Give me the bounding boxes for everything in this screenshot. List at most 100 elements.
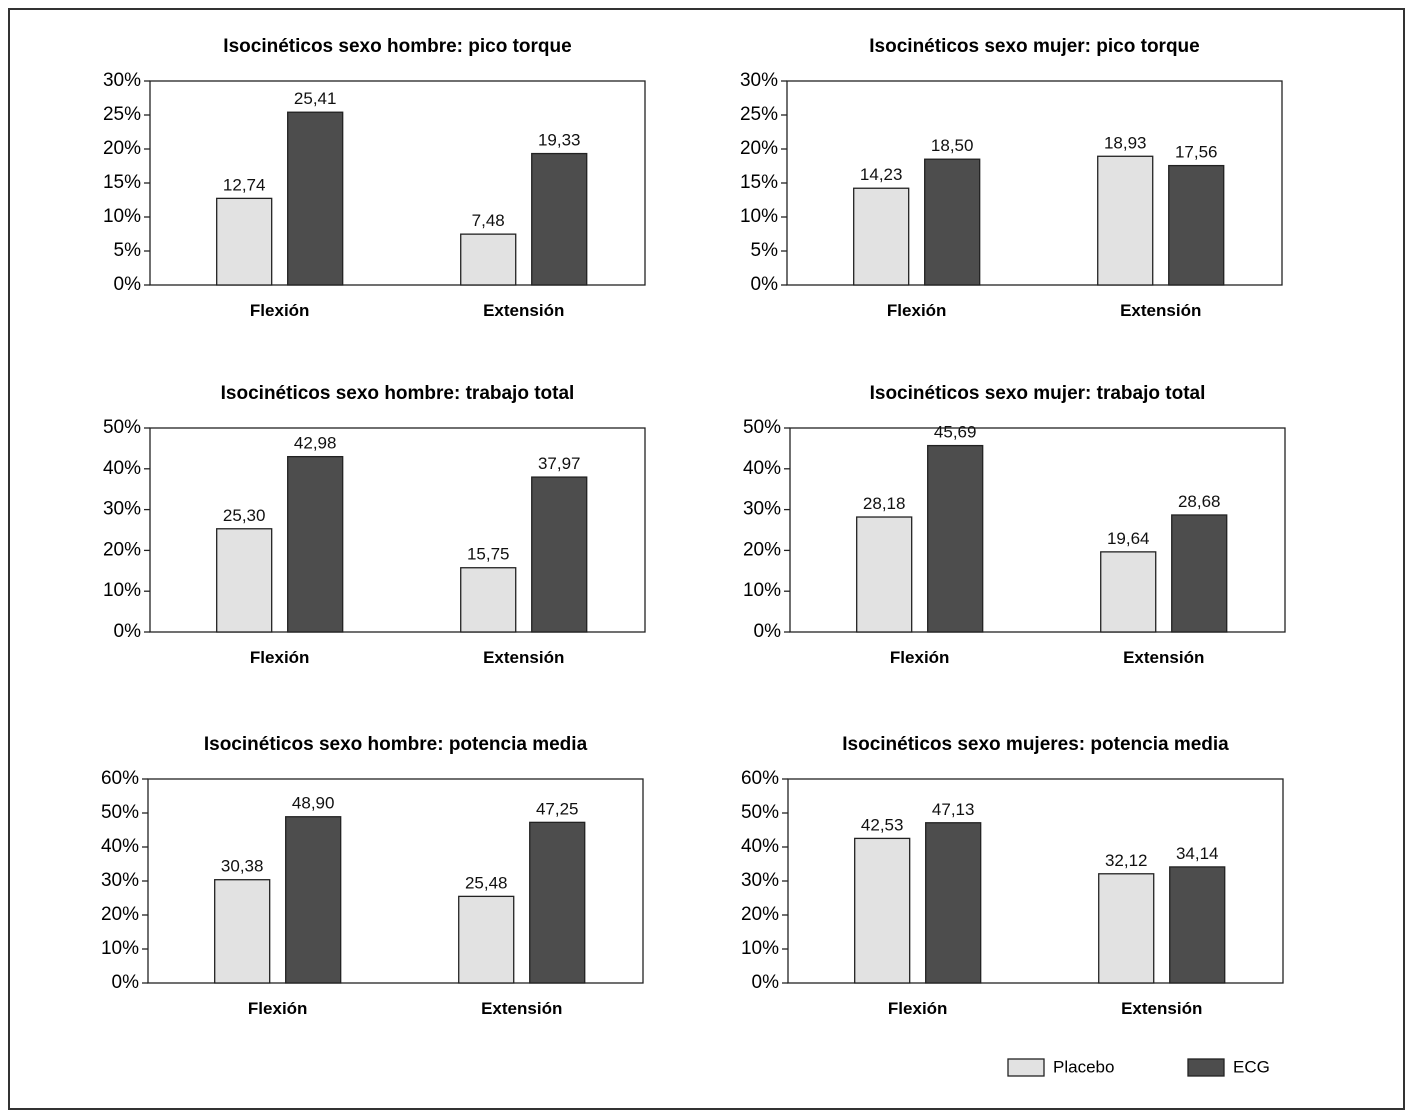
plot-area xyxy=(789,427,1286,633)
bar-placebo xyxy=(460,567,517,633)
y-tick-label: 20% xyxy=(741,904,779,925)
x-category-label: Extensión xyxy=(483,301,564,320)
data-label: 25,48 xyxy=(465,873,508,892)
legend-label-placebo: Placebo xyxy=(1053,1057,1114,1076)
y-tick-label: 20% xyxy=(740,138,778,159)
y-tick-label: 0% xyxy=(114,621,142,642)
y-tick-label: 30% xyxy=(103,499,141,520)
chart-title: Isocinéticos sexo hombre: potencia media xyxy=(204,734,588,755)
bar-ecg xyxy=(1168,164,1225,286)
chart-title: Isocinéticos sexo mujeres: potencia medi… xyxy=(842,734,1229,755)
data-label: 32,12 xyxy=(1105,851,1148,870)
y-tick-label: 5% xyxy=(751,240,779,261)
data-label: 12,74 xyxy=(223,175,266,194)
bar-ecg xyxy=(529,821,586,984)
bar-ecg xyxy=(1169,866,1226,984)
y-tick-label: 40% xyxy=(103,458,141,479)
bar-ecg xyxy=(1171,514,1228,633)
chart-panel-5: Isocinéticos sexo hombre: potencia media… xyxy=(101,734,644,1018)
y-tick-label: 10% xyxy=(740,206,778,227)
bar-ecg xyxy=(287,111,344,286)
x-category-label: Flexión xyxy=(250,301,310,320)
x-category-label: Extensión xyxy=(483,648,564,667)
y-tick-label: 50% xyxy=(743,417,781,438)
y-tick-label: 0% xyxy=(751,274,779,295)
x-category-label: Extensión xyxy=(1120,301,1201,320)
y-tick-label: 0% xyxy=(754,621,782,642)
data-label: 19,64 xyxy=(1107,529,1150,548)
bar-placebo xyxy=(1097,155,1154,286)
chart-title: Isocinéticos sexo mujer: trabajo total xyxy=(870,383,1206,404)
data-label: 42,53 xyxy=(861,815,904,834)
bar-placebo xyxy=(216,197,273,286)
bar-ecg xyxy=(925,822,982,984)
y-tick-label: 10% xyxy=(101,938,139,959)
x-category-label: Flexión xyxy=(248,999,308,1018)
bar-placebo xyxy=(856,516,913,633)
y-tick-label: 10% xyxy=(103,580,141,601)
data-label: 7,48 xyxy=(472,211,505,230)
y-tick-label: 40% xyxy=(101,836,139,857)
bar-placebo xyxy=(1100,551,1157,633)
bar-placebo xyxy=(458,895,515,984)
data-label: 17,56 xyxy=(1175,143,1218,162)
bar-ecg xyxy=(531,476,588,633)
y-tick-label: 10% xyxy=(743,580,781,601)
y-tick-label: 30% xyxy=(740,70,778,91)
y-tick-label: 10% xyxy=(741,938,779,959)
legend-label-ecg: ECG xyxy=(1233,1057,1270,1076)
y-tick-label: 15% xyxy=(740,172,778,193)
chart-panel-2: Isocinéticos sexo mujer: pico torque 0% 5%… xyxy=(740,36,1283,320)
data-label: 18,50 xyxy=(931,136,974,155)
data-label: 37,97 xyxy=(538,454,581,473)
y-tick-label: 5% xyxy=(114,240,142,261)
y-tick-label: 20% xyxy=(743,539,781,560)
y-tick-label: 50% xyxy=(101,802,139,823)
y-tick-label: 30% xyxy=(103,70,141,91)
data-label: 25,41 xyxy=(294,89,337,108)
chart-title: Isocinéticos sexo hombre: pico torque xyxy=(223,36,571,57)
x-category-label: Extensión xyxy=(1123,648,1204,667)
y-tick-label: 30% xyxy=(743,499,781,520)
y-tick-label: 40% xyxy=(743,458,781,479)
legend-swatch-placebo xyxy=(1007,1058,1045,1077)
y-tick-label: 20% xyxy=(101,904,139,925)
y-tick-label: 50% xyxy=(103,417,141,438)
chart-title: Isocinéticos sexo hombre: trabajo total xyxy=(221,383,575,404)
x-category-label: Flexión xyxy=(887,301,947,320)
bar-placebo xyxy=(214,879,271,984)
y-tick-label: 10% xyxy=(103,206,141,227)
legend-swatch-ecg xyxy=(1187,1058,1225,1077)
data-label: 14,23 xyxy=(860,165,903,184)
y-tick-label: 0% xyxy=(752,972,780,993)
data-label: 28,68 xyxy=(1178,492,1221,511)
chart-panel-3: Isocinéticos sexo hombre: trabajo total 0… xyxy=(103,383,646,667)
bar-placebo xyxy=(460,233,517,286)
data-label: 34,14 xyxy=(1176,844,1219,863)
data-label: 42,98 xyxy=(294,434,337,453)
data-label: 15,75 xyxy=(467,545,510,564)
bar-ecg xyxy=(927,444,984,633)
bar-placebo xyxy=(854,837,911,984)
x-category-label: Extensión xyxy=(481,999,562,1018)
bar-placebo xyxy=(853,187,910,286)
x-category-label: Extensión xyxy=(1121,999,1202,1018)
y-tick-label: 60% xyxy=(101,768,139,789)
data-label: 25,30 xyxy=(223,506,266,525)
y-tick-label: 15% xyxy=(103,172,141,193)
bar-ecg xyxy=(531,152,588,286)
bar-ecg xyxy=(287,455,344,633)
data-label: 18,93 xyxy=(1104,133,1147,152)
y-tick-label: 20% xyxy=(103,539,141,560)
x-category-label: Flexión xyxy=(890,648,950,667)
bar-ecg xyxy=(285,816,342,984)
data-label: 47,25 xyxy=(536,799,579,818)
y-tick-label: 0% xyxy=(112,972,140,993)
y-tick-label: 50% xyxy=(741,802,779,823)
x-category-label: Flexión xyxy=(888,999,948,1018)
data-label: 48,90 xyxy=(292,794,335,813)
y-tick-label: 30% xyxy=(101,870,139,891)
y-tick-label: 25% xyxy=(103,104,141,125)
plot-area xyxy=(149,427,646,633)
